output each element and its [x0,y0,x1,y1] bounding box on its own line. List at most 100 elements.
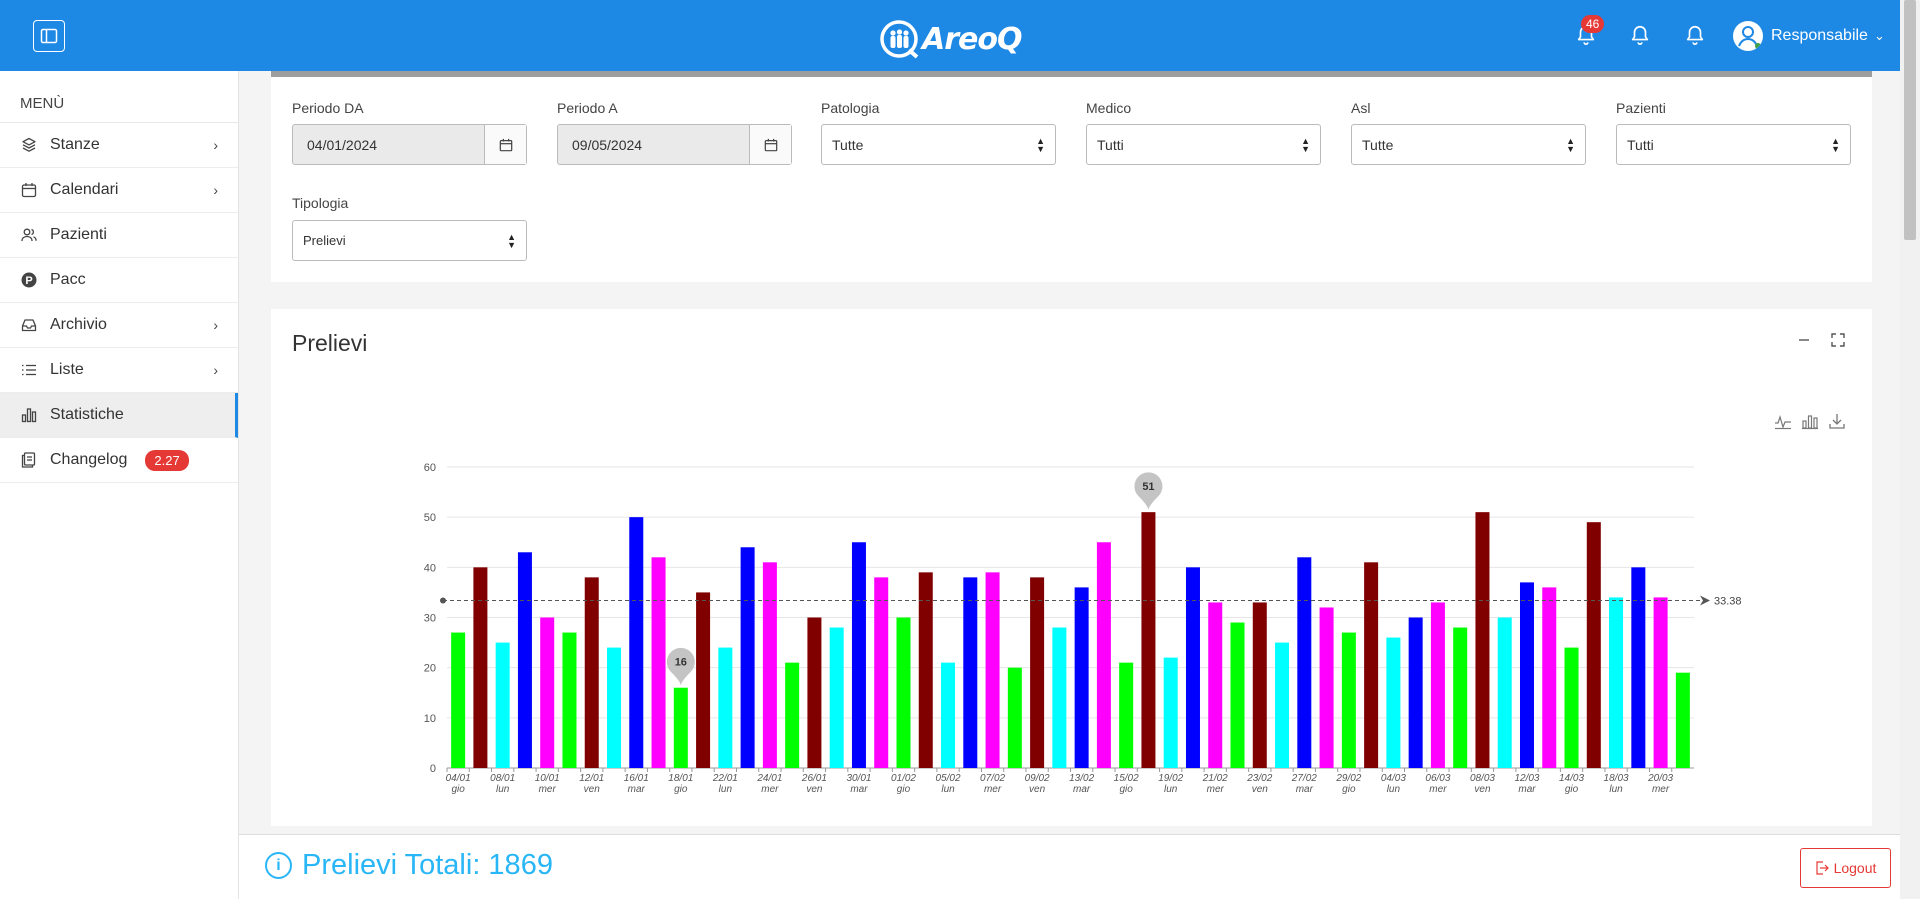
chart-card: Prelievi 0 10 20 30 40 50 60 04/01 gio 08/01 lun 10… [271,309,1872,826]
asl-label: Asl [1351,100,1371,116]
select-arrows-icon: ▲ ▼ [1036,136,1045,154]
calendar-icon [20,181,38,199]
x-tick-day-label: mer [1207,784,1225,795]
sidebar-item-pazienti[interactable]: Pazienti [0,213,238,258]
chart-bar [673,687,688,768]
x-tick-label: 04/03 [1381,773,1406,784]
x-tick-label: 20/03 [1647,773,1673,784]
x-tick-day-label: mar [1518,784,1536,795]
logout-label: Logout [1833,860,1877,876]
asl-select[interactable]: Tutte ▲ ▼ [1351,124,1586,165]
x-tick-label: 27/02 [1291,773,1317,784]
calendar-picker-button[interactable] [484,125,526,164]
x-tick-day-label: lun [941,784,955,795]
user-menu[interactable]: Responsabile ⌄ [1733,21,1885,51]
sidebar-item-label: Statistiche [50,406,124,423]
x-tick-label: 12/01 [579,773,604,784]
app-logo[interactable]: AreoQ [880,17,1022,61]
sidebar-item-changelog[interactable]: Changelog 2.27 [0,438,238,483]
x-tick-day-label: lun [1387,784,1401,795]
chart-bar [1052,627,1067,768]
x-tick-day-label: lun [496,784,510,795]
info-icon: i [265,852,292,879]
select-arrows-icon: ▲ ▼ [1831,136,1840,154]
logout-button[interactable]: Logout [1800,848,1891,888]
sidebar-item-calendari[interactable]: Calendari › [0,168,238,213]
tipologia-select[interactable]: Prelievi ▲ ▼ [292,220,527,261]
chart-bar [1163,657,1178,768]
pazienti-select[interactable]: Tutti ▲ ▼ [1616,124,1851,165]
x-tick-label: 18/03 [1604,773,1629,784]
alerts-button[interactable] [1627,22,1653,48]
calendar-picker-button[interactable] [749,125,791,164]
chart-bar [874,577,889,768]
chart-bar [451,632,466,768]
x-tick-label: 06/03 [1425,773,1450,784]
sidebar-item-pacc[interactable]: P Pacc [0,258,238,303]
chart-bar [1275,642,1290,768]
patologia-select[interactable]: Tutte ▲ ▼ [821,124,1056,165]
x-tick-day-label: ven [1029,784,1046,795]
sidebar-item-statistiche[interactable]: Statistiche [0,393,238,438]
sidebar: MENÙ Stanze › Calendari › Pazienti P Pac… [0,71,239,899]
x-tick-label: 23/02 [1246,773,1272,784]
chevron-right-icon: › [213,362,218,378]
sidebar-item-liste[interactable]: Liste › [0,348,238,393]
periodo-a-label: Periodo A [557,100,618,116]
sidebar-toggle-button[interactable] [33,20,65,52]
y-tick-label: 10 [424,713,436,725]
minimize-button[interactable] [1795,331,1813,349]
sidebar-menu-title: MENÙ [0,71,238,123]
chart-bar [1007,667,1022,768]
top-navbar: AreoQ 46 Responsabile ⌄ [0,0,1900,71]
y-tick-label: 60 [424,462,436,474]
medico-select[interactable]: Tutti ▲ ▼ [1086,124,1321,165]
medico-label: Medico [1086,100,1132,116]
x-tick-label: 14/03 [1559,773,1584,784]
periodo-da-input[interactable]: 04/01/2024 [292,124,527,165]
x-tick-label: 29/02 [1335,773,1361,784]
line-chart-toggle-button[interactable] [1774,412,1794,432]
x-tick-day-label: mar [1296,784,1314,795]
sidebar-item-label: Stanze [50,136,100,153]
x-tick-label: 30/01 [846,773,871,784]
asl-value: Tutte [1362,136,1394,153]
calendar-icon [764,138,777,151]
chart-bar [1386,637,1401,768]
sidebar-item-stanze[interactable]: Stanze › [0,123,238,168]
bar-chart-toggle-button[interactable] [1801,412,1821,432]
fullscreen-button[interactable] [1829,331,1847,349]
chevron-right-icon: › [213,182,218,198]
average-arrow [1700,595,1710,606]
scrollbar-thumb[interactable] [1904,0,1916,240]
chart-bar [1074,587,1089,768]
sidebar-item-archivio[interactable]: Archivio › [0,303,238,348]
chart-bar [1252,602,1267,768]
x-tick-label: 15/02 [1114,773,1139,784]
chart-bar [1208,602,1223,768]
periodo-a-input[interactable]: 09/05/2024 [557,124,792,165]
x-tick-day-label: gio [674,784,688,795]
pazienti-value: Tutti [1627,136,1654,153]
logo-mark-icon [880,20,919,59]
periodo-da-value: 04/01/2024 [307,136,378,153]
chevron-right-icon: › [213,317,218,333]
chart-bar [851,542,866,768]
page-scrollbar[interactable] [1900,0,1920,899]
logo-text: AreoQ [922,21,1022,57]
x-tick-label: 12/03 [1514,773,1539,784]
x-tick-day-label: mer [1652,784,1670,795]
chart-bar [918,572,933,768]
x-tick-day-label: gio [1119,784,1133,795]
chart-bar [1675,672,1690,768]
changelog-icon [20,451,38,469]
x-tick-label: 04/01 [446,773,471,784]
messages-button[interactable] [1682,22,1708,48]
minus-icon [1799,339,1809,341]
y-tick-label: 40 [424,562,436,574]
download-button[interactable] [1828,412,1848,432]
chart-bar [629,517,644,768]
chart-bar [651,557,666,768]
x-tick-day-label: mar [850,784,868,795]
x-tick-label: 18/01 [668,773,693,784]
